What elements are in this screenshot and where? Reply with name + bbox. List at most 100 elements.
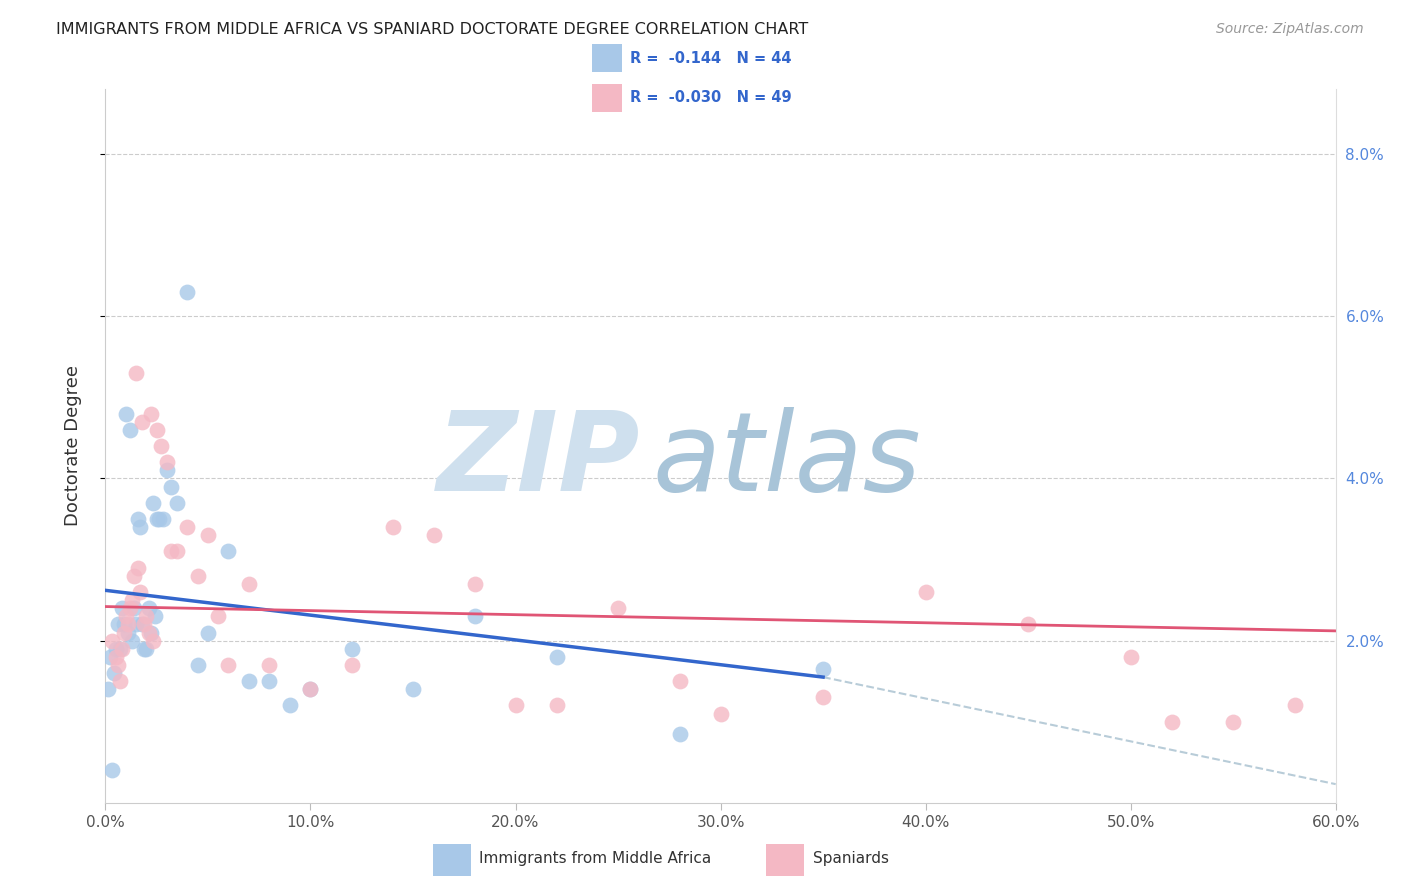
Point xyxy=(115,407,138,421)
Point xyxy=(121,593,143,607)
Point xyxy=(381,520,404,534)
Point xyxy=(197,625,219,640)
FancyBboxPatch shape xyxy=(433,844,471,876)
Point xyxy=(112,625,135,640)
Point xyxy=(111,601,134,615)
Point xyxy=(135,641,157,656)
Point xyxy=(176,520,198,534)
Point xyxy=(464,609,486,624)
Point xyxy=(1017,617,1039,632)
Point xyxy=(152,512,174,526)
Text: ZIP: ZIP xyxy=(437,407,641,514)
Point xyxy=(811,690,834,705)
Point xyxy=(98,649,121,664)
Point xyxy=(710,706,733,721)
Point xyxy=(125,617,148,632)
Point xyxy=(505,698,527,713)
Point xyxy=(259,674,281,689)
Point xyxy=(176,285,198,299)
Text: R =  -0.030   N = 49: R = -0.030 N = 49 xyxy=(630,90,792,105)
Point xyxy=(464,577,486,591)
Point xyxy=(166,496,188,510)
Point xyxy=(259,657,281,672)
Point xyxy=(125,366,148,380)
Point xyxy=(149,439,172,453)
Point xyxy=(139,407,162,421)
Point xyxy=(122,568,145,582)
Text: Immigrants from Middle Africa: Immigrants from Middle Africa xyxy=(479,851,711,866)
Point xyxy=(104,641,127,656)
Point xyxy=(143,609,166,624)
Text: Spaniards: Spaniards xyxy=(813,851,889,866)
Point xyxy=(112,617,135,632)
Point xyxy=(207,609,229,624)
Point xyxy=(187,657,209,672)
Point xyxy=(122,601,145,615)
Point xyxy=(107,657,129,672)
Point xyxy=(121,633,143,648)
Point xyxy=(129,585,152,599)
Point xyxy=(811,662,834,676)
Point xyxy=(546,698,568,713)
Point xyxy=(160,544,183,558)
Point xyxy=(299,682,322,697)
Point xyxy=(299,682,322,697)
Point xyxy=(218,657,240,672)
Point xyxy=(156,463,179,477)
Point xyxy=(111,641,134,656)
FancyBboxPatch shape xyxy=(592,84,621,112)
Point xyxy=(139,625,162,640)
Point xyxy=(148,512,170,526)
Point xyxy=(131,415,153,429)
Point xyxy=(135,609,157,624)
Point xyxy=(218,544,240,558)
Point xyxy=(127,512,149,526)
Point xyxy=(138,625,160,640)
Point xyxy=(103,666,125,681)
Point xyxy=(914,585,936,599)
Point xyxy=(108,641,131,656)
Point xyxy=(1284,698,1306,713)
Point xyxy=(1119,649,1142,664)
Point xyxy=(134,617,156,632)
Point xyxy=(402,682,425,697)
Point xyxy=(129,520,152,534)
Point xyxy=(340,657,363,672)
Point xyxy=(142,633,165,648)
Point xyxy=(100,764,122,778)
Point xyxy=(1222,714,1244,729)
Point xyxy=(668,727,690,741)
Y-axis label: Doctorate Degree: Doctorate Degree xyxy=(63,366,82,526)
Point xyxy=(108,674,131,689)
Point xyxy=(120,423,141,437)
Point xyxy=(422,528,444,542)
Point xyxy=(166,544,188,558)
Point xyxy=(607,601,630,615)
Point xyxy=(138,601,160,615)
Point xyxy=(131,617,153,632)
Point xyxy=(142,496,165,510)
Point xyxy=(100,633,122,648)
Point xyxy=(187,568,209,582)
Point xyxy=(115,609,138,624)
Text: IMMIGRANTS FROM MIDDLE AFRICA VS SPANIARD DOCTORATE DEGREE CORRELATION CHART: IMMIGRANTS FROM MIDDLE AFRICA VS SPANIAR… xyxy=(56,22,808,37)
Point xyxy=(1160,714,1182,729)
Point xyxy=(197,528,219,542)
Point xyxy=(145,512,167,526)
Text: Source: ZipAtlas.com: Source: ZipAtlas.com xyxy=(1216,22,1364,37)
Point xyxy=(340,641,363,656)
Point xyxy=(156,455,179,469)
Point xyxy=(104,649,127,664)
Point xyxy=(668,674,690,689)
Point xyxy=(117,625,139,640)
Point xyxy=(117,617,139,632)
Point xyxy=(546,649,568,664)
Point xyxy=(107,617,129,632)
FancyBboxPatch shape xyxy=(766,844,804,876)
FancyBboxPatch shape xyxy=(592,45,621,72)
Point xyxy=(145,423,167,437)
Point xyxy=(134,641,156,656)
Point xyxy=(238,577,260,591)
Point xyxy=(278,698,301,713)
Text: atlas: atlas xyxy=(652,407,921,514)
